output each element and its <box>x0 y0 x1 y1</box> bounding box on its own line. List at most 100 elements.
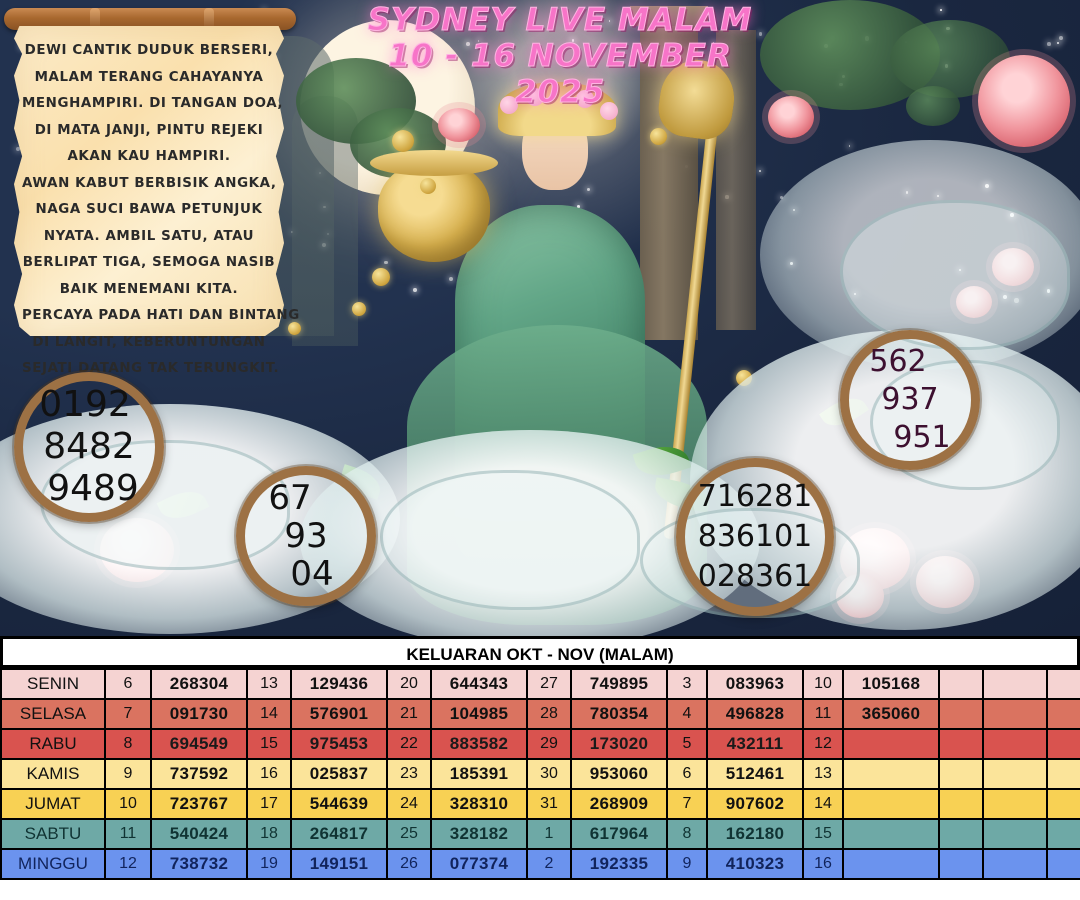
result-number-cell[interactable]: 365060 <box>842 698 940 730</box>
date-index-cell <box>938 788 984 820</box>
date-index-cell[interactable]: 14 <box>246 698 292 730</box>
date-index-cell[interactable]: 20 <box>386 668 432 700</box>
result-number-cell[interactable]: 749895 <box>570 668 668 700</box>
result-number-cell[interactable]: 432111 <box>706 728 804 760</box>
result-number-cell[interactable]: 737592 <box>150 758 248 790</box>
date-index-cell[interactable]: 12 <box>802 728 844 760</box>
result-number-cell[interactable]: 540424 <box>150 818 248 850</box>
number-circle-3[interactable]: 716281 836101 028361 <box>676 458 834 616</box>
date-index-cell[interactable]: 28 <box>526 698 572 730</box>
table-row[interactable]: SENIN 6 268304 13 129436 20 644343 27 749895 3 083… <box>0 668 1080 700</box>
date-index-cell[interactable]: 8 <box>104 728 152 760</box>
day-label: SENIN <box>0 668 106 700</box>
date-index-cell[interactable]: 9 <box>104 758 152 790</box>
parchment-background <box>14 26 284 336</box>
number-circle-4[interactable]: 562 937 951 <box>840 330 980 470</box>
date-index-cell[interactable]: 14 <box>802 788 844 820</box>
result-number-cell[interactable]: 328310 <box>430 788 528 820</box>
date-index-cell[interactable]: 17 <box>246 788 292 820</box>
date-index-cell[interactable]: 8 <box>666 818 708 850</box>
date-index-cell[interactable]: 18 <box>246 818 292 850</box>
date-index-cell[interactable]: 21 <box>386 698 432 730</box>
poem-line-10: BAIK MENEMANI KITA. <box>59 281 239 297</box>
result-number-cell[interactable]: 268304 <box>150 668 248 700</box>
date-index-cell[interactable]: 29 <box>526 728 572 760</box>
number-circle-1[interactable]: 0192 8482 9489 <box>14 372 164 522</box>
date-index-cell[interactable]: 4 <box>666 698 708 730</box>
date-index-cell[interactable]: 27 <box>526 668 572 700</box>
lotus-flower-icon <box>978 55 1070 147</box>
result-number-cell[interactable]: 617964 <box>570 818 668 850</box>
result-number-cell[interactable]: 723767 <box>150 788 248 820</box>
results-table: SENIN 6 268304 13 129436 20 644343 27 749895 3 083… <box>0 668 1080 880</box>
result-number-cell[interactable]: 264817 <box>290 818 388 850</box>
result-number-cell[interactable]: 268909 <box>570 788 668 820</box>
star-icon <box>412 287 417 292</box>
date-index-cell[interactable]: 15 <box>802 818 844 850</box>
result-number-cell[interactable]: 694549 <box>150 728 248 760</box>
result-number-cell[interactable]: 496828 <box>706 698 804 730</box>
number-circle-2[interactable]: 67 93 04 <box>236 466 376 606</box>
result-number-cell[interactable]: 883582 <box>430 728 528 760</box>
date-index-cell[interactable]: 25 <box>386 818 432 850</box>
date-index-cell[interactable]: 6 <box>104 668 152 700</box>
result-number-cell[interactable]: 025837 <box>290 758 388 790</box>
date-index-cell[interactable]: 31 <box>526 788 572 820</box>
date-index-cell[interactable]: 3 <box>666 668 708 700</box>
date-index-cell[interactable]: 1 <box>526 818 572 850</box>
result-number-cell[interactable]: 644343 <box>430 668 528 700</box>
result-number-cell[interactable]: 149151 <box>290 848 388 880</box>
result-number-cell[interactable]: 129436 <box>290 668 388 700</box>
date-index-cell[interactable]: 26 <box>386 848 432 880</box>
result-number-cell[interactable]: 907602 <box>706 788 804 820</box>
star-icon <box>608 20 611 22</box>
date-index-cell[interactable]: 2 <box>526 848 572 880</box>
result-number-cell[interactable]: 162180 <box>706 818 804 850</box>
date-index-cell[interactable]: 19 <box>246 848 292 880</box>
result-number-cell[interactable]: 780354 <box>570 698 668 730</box>
result-number-cell[interactable]: 975453 <box>290 728 388 760</box>
result-number-cell[interactable]: 410323 <box>706 848 804 880</box>
result-number-cell[interactable]: 953060 <box>570 758 668 790</box>
result-number-cell[interactable]: 173020 <box>570 728 668 760</box>
result-number-cell[interactable]: 077374 <box>430 848 528 880</box>
table-row[interactable]: SABTU 11 540424 18 264817 25 328182 1 617964 8 162… <box>0 818 1080 850</box>
table-row[interactable]: KAMIS 9 737592 16 025837 23 185391 30 953060 6 512… <box>0 758 1080 790</box>
date-index-cell[interactable]: 23 <box>386 758 432 790</box>
date-index-cell[interactable]: 9 <box>666 848 708 880</box>
date-index-cell[interactable]: 16 <box>246 758 292 790</box>
result-number-cell[interactable]: 083963 <box>706 668 804 700</box>
date-index-cell[interactable]: 7 <box>666 788 708 820</box>
result-number-cell[interactable]: 738732 <box>150 848 248 880</box>
table-row[interactable]: RABU 8 694549 15 975453 22 883582 29 173020 5 4321… <box>0 728 1080 760</box>
result-number-cell[interactable]: 105168 <box>842 668 940 700</box>
date-index-cell[interactable]: 11 <box>104 818 152 850</box>
date-index-cell[interactable]: 10 <box>802 668 844 700</box>
date-index-cell[interactable]: 30 <box>526 758 572 790</box>
date-index-cell[interactable]: 24 <box>386 788 432 820</box>
result-number-cell[interactable]: 192335 <box>570 848 668 880</box>
date-index-cell[interactable]: 12 <box>104 848 152 880</box>
result-number-cell[interactable]: 576901 <box>290 698 388 730</box>
date-index-cell[interactable]: 10 <box>104 788 152 820</box>
date-index-cell[interactable]: 22 <box>386 728 432 760</box>
tree-icon <box>906 86 960 126</box>
date-index-cell[interactable]: 16 <box>802 848 844 880</box>
date-index-cell[interactable]: 5 <box>666 728 708 760</box>
table-row[interactable]: JUMAT 10 723767 17 544639 24 328310 31 268909 7 90… <box>0 788 1080 820</box>
result-number-cell[interactable]: 544639 <box>290 788 388 820</box>
result-number-cell[interactable]: 512461 <box>706 758 804 790</box>
date-index-cell[interactable]: 7 <box>104 698 152 730</box>
table-row[interactable]: SELASA 7 091730 14 576901 21 104985 28 780354 4 49… <box>0 698 1080 730</box>
date-index-cell[interactable]: 11 <box>802 698 844 730</box>
result-number-cell[interactable]: 091730 <box>150 698 248 730</box>
result-number-cell[interactable]: 185391 <box>430 758 528 790</box>
date-index-cell[interactable]: 6 <box>666 758 708 790</box>
result-number-cell[interactable]: 328182 <box>430 818 528 850</box>
date-index-cell[interactable]: 13 <box>246 668 292 700</box>
date-index-cell[interactable]: 15 <box>246 728 292 760</box>
result-number-cell[interactable]: 104985 <box>430 698 528 730</box>
table-row[interactable]: MINGGU 12 738732 19 149151 26 077374 2 192335 9 41… <box>0 848 1080 880</box>
date-index-cell[interactable]: 13 <box>802 758 844 790</box>
poem-line-8: NYATA. AMBIL SATU, ATAU <box>43 228 255 244</box>
